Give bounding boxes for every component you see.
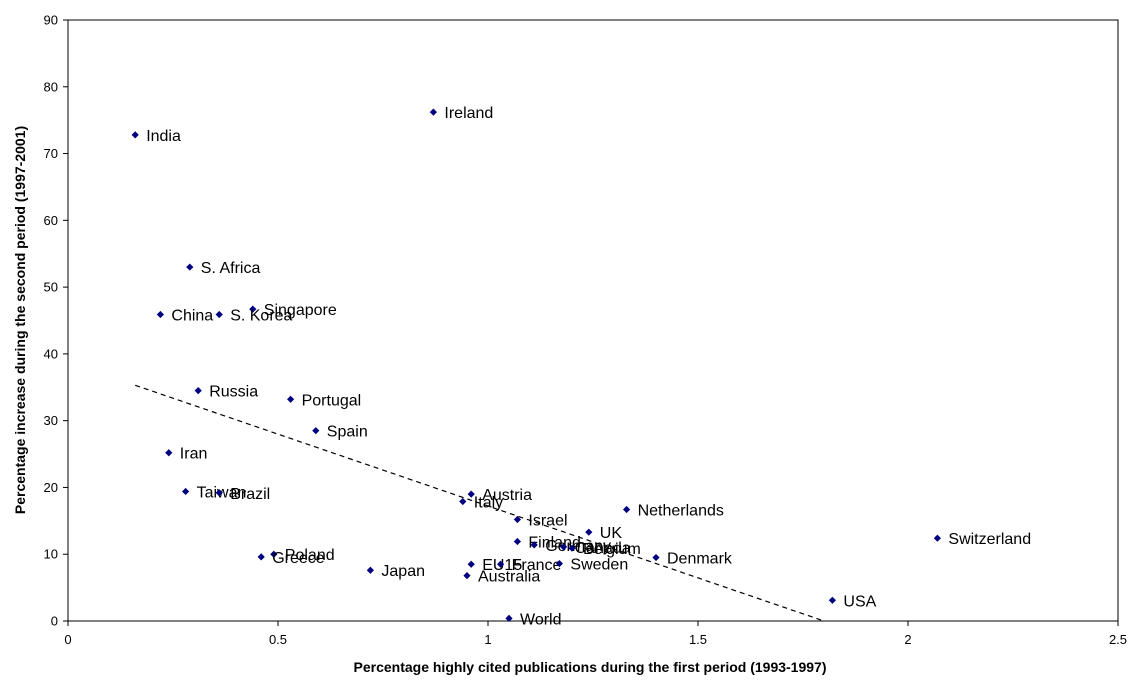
data-point-marker [215,489,223,497]
data-point-label: S. Korea [230,307,292,324]
data-point-marker [312,427,320,435]
y-tick-label: 10 [44,547,58,562]
data-point-marker [165,449,173,457]
data-point-label: Belgium [583,541,641,558]
data-point-marker [828,596,836,604]
y-tick-label: 50 [44,280,58,295]
data-point-label: Singapore [264,302,337,319]
data-point-marker [585,528,593,536]
data-point-label: China [171,307,213,324]
data-point-marker [463,571,471,580]
data-point-label: France [512,557,562,574]
data-point-marker [257,553,265,561]
plot-frame [67,19,1119,622]
data-point-marker [249,305,257,313]
x-tick-label: 0 [64,632,71,647]
data-point-label: Portugal [302,392,362,409]
data-point-label: Italy [474,494,503,511]
data-point-label: Spain [327,424,368,441]
data-point-label: Switzerland [948,531,1031,548]
data-point-marker [270,550,278,558]
data-point-marker [194,387,202,395]
data-point-marker [652,553,660,562]
x-axis-ticks: 0 0.5 1 1.5 2 2.5 [64,621,1127,647]
data-point-marker [186,263,194,271]
data-point-label: India [146,128,181,145]
data-point-label: Australia [478,569,540,586]
y-tick-label: 60 [44,213,58,228]
data-point-label: UK [600,525,623,542]
data-point-label: Brazil [230,486,270,503]
data-point-marker [366,566,374,574]
y-tick-label: 40 [44,346,58,361]
data-point-marker [933,534,941,542]
x-axis-title: Percentage highly cited publications dur… [354,659,827,675]
data-point-marker [530,541,538,549]
data-point-label: USA [843,593,876,610]
data-point-marker [215,310,223,319]
y-tick-label: 80 [44,79,58,94]
data-point-label: Israel [528,512,567,529]
y-axis-ticks: 0 10 20 30 40 50 60 70 80 90 [44,13,68,629]
x-tick-label: 2.5 [1109,632,1127,647]
data-points: India Ireland S. Africa Singapore China S. Ko… [131,105,1031,628]
x-tick-label: 2 [904,632,911,647]
data-point-marker [560,543,568,551]
y-tick-label: 30 [44,413,58,428]
x-tick-label: 1 [484,632,491,647]
x-tick-label: 1.5 [689,632,707,647]
data-point-label: Denmark [667,551,733,568]
data-point-marker [459,497,467,506]
data-point-label: Poland [285,547,335,564]
data-point-marker [467,560,475,568]
data-point-label: Ireland [444,105,493,122]
data-point-label: S. Africa [201,260,261,277]
data-point-marker [505,614,513,622]
data-point-marker [497,560,505,568]
data-point-marker [623,505,631,514]
data-point-marker [182,487,190,496]
data-point-marker [131,131,139,139]
data-point-marker [156,310,164,319]
y-axis-title: Percentage increase during the second pe… [12,126,28,514]
data-point-label: Greece [272,550,325,567]
y-tick-label: 90 [44,13,58,28]
data-point-marker [568,544,576,552]
data-point-marker [513,537,521,546]
data-point-label: Canada [575,540,631,557]
data-point-marker [513,515,521,524]
y-tick-label: 0 [51,614,58,629]
trendline [135,384,825,622]
data-point-marker [555,559,563,568]
data-point-label: Netherlands [638,502,724,519]
y-tick-label: 20 [44,480,58,495]
data-point-label: Germany [545,538,611,555]
data-point-marker [287,395,295,403]
data-point-label: Sweden [570,557,628,574]
data-point-label: World [520,611,562,628]
data-point-label: Finland [528,535,580,552]
x-tick-label: 0.5 [269,632,287,647]
data-point-label: Austria [482,487,532,504]
data-point-marker [429,108,437,116]
plot-area [67,19,1119,622]
trendline-group [135,384,825,622]
data-point-label: Russia [209,384,258,401]
data-point-label: Japan [381,563,425,580]
data-point-label: Iran [180,446,208,463]
y-tick-label: 70 [44,146,58,161]
data-point-marker [467,490,475,498]
